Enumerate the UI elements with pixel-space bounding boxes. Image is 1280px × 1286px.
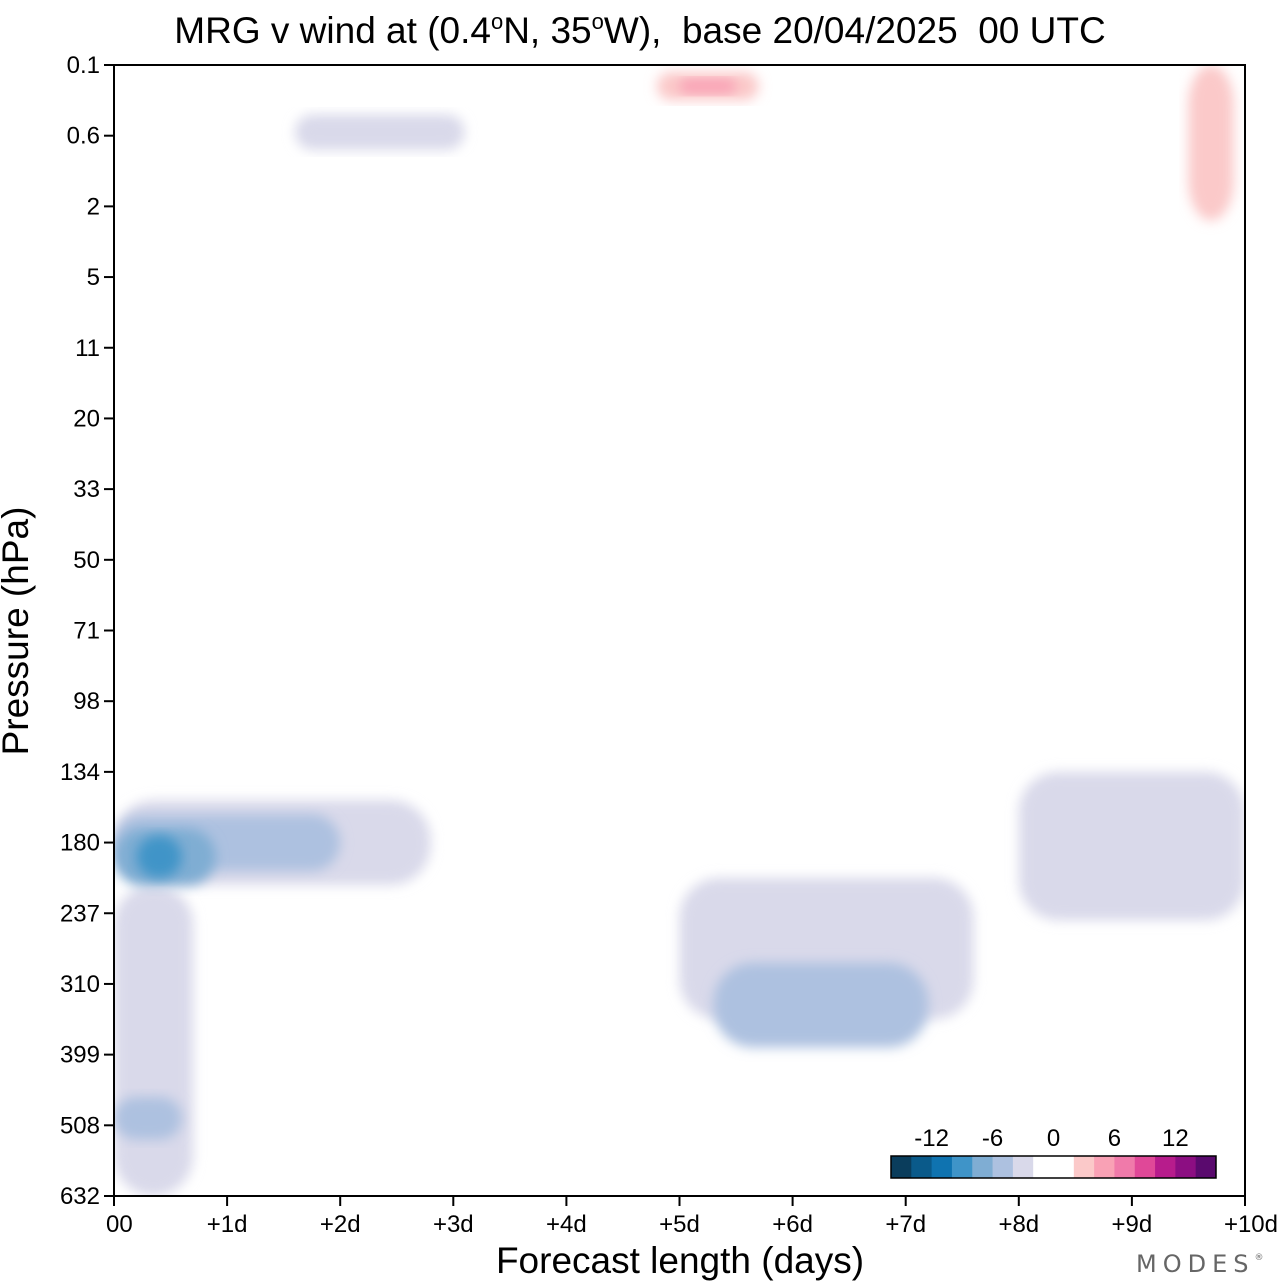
negative-contour-region bbox=[1018, 771, 1245, 921]
positive-contour-region bbox=[758, 800, 1065, 857]
x-tick-label: +9d bbox=[1112, 1211, 1153, 1238]
colorbar-tick-label: 6 bbox=[1108, 1125, 1121, 1152]
negative-contour-region bbox=[509, 277, 635, 362]
x-tick-label: +3d bbox=[433, 1211, 474, 1238]
colorbar-tick-label: -6 bbox=[982, 1125, 1003, 1152]
positive-contour-region bbox=[577, 538, 827, 603]
y-axis: 0.1 0.6 2 5 11 20 33 50 71 98 134 180 237 310 399 508 63… bbox=[60, 52, 114, 1210]
x-tick-label: +7d bbox=[885, 1211, 926, 1238]
x-tick-label: +2d bbox=[320, 1211, 361, 1238]
x-tick-label: +1d bbox=[207, 1211, 248, 1238]
positive-contour-region bbox=[114, 269, 216, 313]
y-tick-label: 71 bbox=[73, 618, 100, 645]
colorbar-swatch bbox=[1033, 1156, 1054, 1178]
negative-contour-region bbox=[543, 100, 929, 207]
colorbar-swatch bbox=[1155, 1156, 1176, 1178]
positive-contour-region bbox=[747, 651, 872, 680]
degree-symbol: o bbox=[490, 9, 504, 34]
negative-contour-region bbox=[294, 114, 465, 150]
colorbar-swatch bbox=[992, 1156, 1014, 1178]
x-tick-label: +5d bbox=[659, 1211, 700, 1238]
y-tick-label: 180 bbox=[60, 830, 100, 857]
colorbar-swatch bbox=[972, 1156, 994, 1178]
degree-symbol: o bbox=[591, 9, 604, 34]
y-tick-label: 2 bbox=[87, 193, 100, 220]
title-prefix: MRG v wind at (0.4 bbox=[174, 10, 491, 51]
x-axis-label: Forecast length (days) bbox=[495, 1240, 865, 1281]
negative-contour-region bbox=[1165, 983, 1245, 1196]
positive-contour-region bbox=[464, 227, 646, 263]
y-tick-label: 5 bbox=[87, 264, 100, 291]
colorbar-swatch bbox=[951, 1156, 973, 1178]
y-tick-label: 310 bbox=[60, 971, 100, 998]
y-tick-label: 98 bbox=[73, 688, 100, 715]
y-tick-label: 0.1 bbox=[67, 52, 100, 79]
title-lat-suffix: N, 35 bbox=[503, 10, 592, 51]
x-tick-label: +10d bbox=[1224, 1211, 1278, 1238]
colorbar-swatch bbox=[931, 1156, 953, 1178]
logo-mark: ® bbox=[1254, 1253, 1264, 1263]
colorbar: -12 -6 0 6 12 bbox=[890, 1125, 1217, 1179]
y-tick-label: 50 bbox=[73, 547, 100, 574]
y-tick-label: 508 bbox=[60, 1112, 100, 1139]
x-tick-label: +6d bbox=[772, 1211, 813, 1238]
y-tick-label: 0.6 bbox=[67, 123, 100, 150]
colorbar-frame bbox=[890, 1155, 1217, 1179]
y-axis-label: Pressure (hPa) bbox=[0, 506, 36, 756]
y-tick-label: 20 bbox=[73, 405, 100, 432]
x-tick-label: +8d bbox=[998, 1211, 1039, 1238]
colorbar-tick-label: 12 bbox=[1162, 1125, 1189, 1152]
y-tick-label: 134 bbox=[60, 759, 100, 786]
contour-fills bbox=[114, 65, 1245, 1196]
negative-contour-region bbox=[713, 962, 929, 1048]
y-tick-label: 399 bbox=[60, 1042, 100, 1069]
y-tick-label: 237 bbox=[60, 900, 100, 927]
negative-contour-region bbox=[114, 65, 465, 207]
logo-text: MODES bbox=[1136, 1250, 1255, 1278]
chart-title: MRG v wind at (0.4oN, 35oW), base 20/04/… bbox=[0, 0, 1280, 53]
title-lon-suffix: W), base 20/04/2025 00 UTC bbox=[603, 10, 1106, 51]
negative-contour-region bbox=[1018, 72, 1155, 193]
y-tick-label: 632 bbox=[60, 1183, 100, 1210]
negative-contour-region bbox=[136, 835, 182, 878]
colorbar-tick-label: -12 bbox=[914, 1125, 949, 1152]
colorbar-swatch bbox=[1134, 1156, 1156, 1178]
colorbar-swatch bbox=[1114, 1156, 1136, 1178]
negative-contour-region bbox=[114, 884, 194, 1196]
x-axis: 00 +1d +2d +3d +4d +5d +6d +7d +8d +9d +10d bbox=[106, 1196, 1278, 1238]
y-tick-label: 33 bbox=[73, 476, 100, 503]
modes-logo: MODES® bbox=[1136, 1250, 1263, 1278]
colorbar-swatch bbox=[1175, 1156, 1197, 1178]
colorbar-swatch bbox=[891, 1156, 912, 1178]
positive-contour-region bbox=[1188, 65, 1234, 221]
positive-contour-region bbox=[679, 79, 737, 94]
colorbar-tick-label: 0 bbox=[1047, 1125, 1060, 1152]
colorbar-swatch bbox=[1012, 1156, 1034, 1178]
x-tick-label: 00 bbox=[106, 1211, 133, 1238]
colorbar-swatch bbox=[1053, 1156, 1075, 1178]
colorbar-swatch bbox=[1195, 1156, 1217, 1178]
negative-contour-region bbox=[114, 1097, 182, 1140]
negative-contour-region bbox=[283, 630, 770, 808]
y-tick-label: 11 bbox=[75, 335, 100, 362]
x-tick-label: +4d bbox=[546, 1211, 587, 1238]
colorbar-swatch bbox=[1073, 1156, 1095, 1178]
colorbar-swatch bbox=[1094, 1156, 1115, 1178]
colorbar-swatch bbox=[911, 1156, 933, 1178]
